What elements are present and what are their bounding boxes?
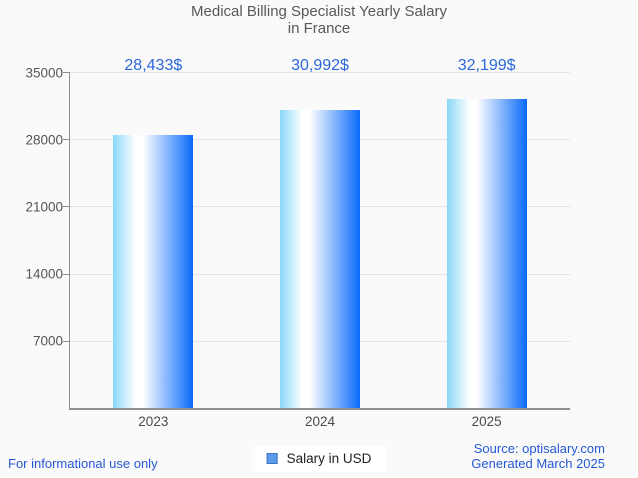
generated-date: Generated March 2025 [471,456,605,471]
bar-value-label: 30,992$ [291,57,349,74]
y-tick-mark [63,206,70,208]
y-tick-mark [63,273,70,275]
bar-value-label: 32,199$ [457,57,516,74]
source-block: Source: optisalary.com Generated March 2… [471,441,605,471]
y-axis-tick-label: 7000 [32,333,63,349]
y-tick-mark [63,340,70,342]
disclaimer-text: For informational use only [8,456,158,471]
x-axis-line [68,408,570,410]
y-axis-tick-label: 14000 [25,266,63,282]
chart-title-line2: in France [287,19,351,37]
bar-2024 [280,110,360,408]
source-link[interactable]: Source: optisalary.com [473,441,605,456]
bar-2025 [446,98,527,408]
y-axis-line [68,72,70,410]
y-tick-mark [63,139,70,141]
y-tick-mark [63,72,70,73]
bar-2023 [113,135,194,408]
chart-title-line1: Medical Billing Specialist Yearly Salary [191,3,447,20]
y-axis-tick-label: 35000 [25,65,63,80]
bar-value-label: 28,433$ [124,57,183,74]
x-axis-category-label: 2023 [138,414,169,429]
chart-title: Medical Billing Specialist Yearly Salary… [0,3,638,37]
x-axis-category-label: 2024 [304,414,336,429]
y-axis-tick-label: 28000 [25,132,63,148]
legend-label: Salary in USD [286,451,372,466]
y-axis-tick-label: 21000 [25,199,63,215]
legend-swatch-icon [266,453,278,464]
gridline [70,72,570,73]
legend: Salary in USD [252,446,386,472]
x-axis-category-label: 2025 [471,414,502,429]
